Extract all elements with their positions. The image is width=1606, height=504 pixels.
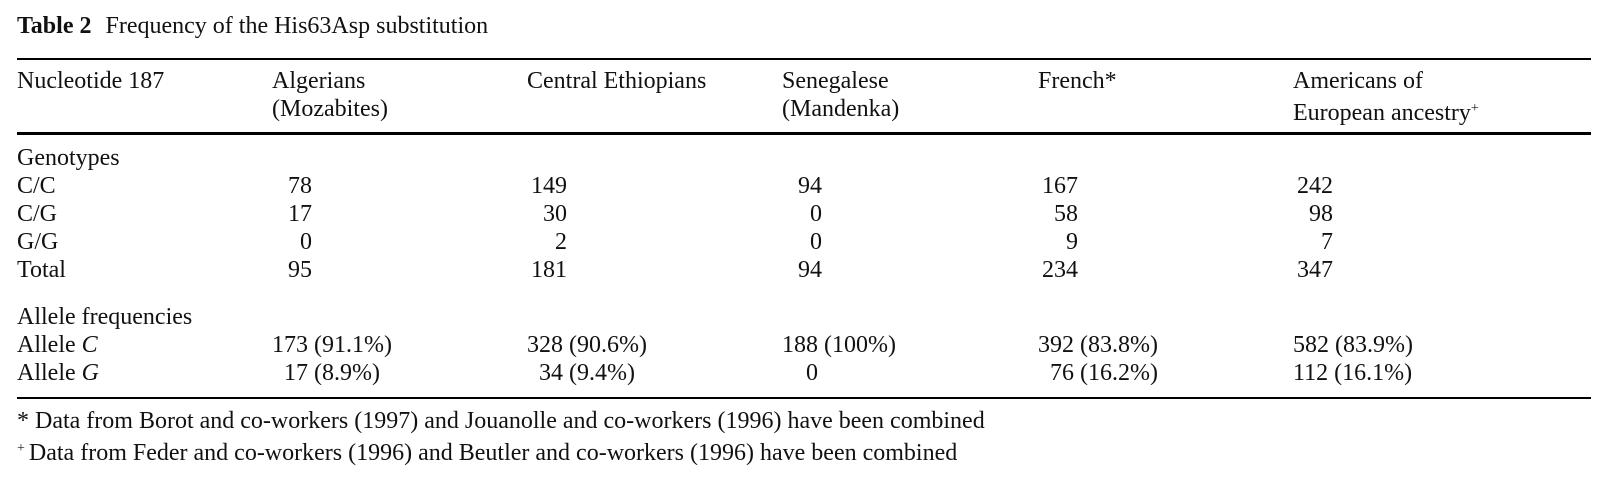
- table-cell: 94: [782, 172, 822, 200]
- header-line: (Mozabites): [272, 96, 388, 122]
- table-cell: 188 (100%): [782, 332, 896, 358]
- table-cell: 7: [1293, 228, 1333, 256]
- cell-value: 0: [300, 229, 312, 255]
- header-line: Central Ethiopians: [527, 68, 707, 94]
- row-label: Allele G: [17, 359, 99, 387]
- header-rule: [17, 132, 1591, 135]
- cell-value: 2: [555, 229, 567, 255]
- header-line: French*: [1038, 68, 1117, 94]
- table-cell: 0: [806, 360, 818, 386]
- cell-value: 167: [1042, 173, 1078, 199]
- cell-value: 17: [288, 201, 312, 227]
- footnote-text: Data from Borot and co-workers (1997) an…: [35, 408, 985, 434]
- table-cell: 0: [782, 200, 822, 228]
- cell-value: 181: [531, 257, 567, 283]
- header-line-text: European ancestry: [1293, 100, 1471, 126]
- footnote-mark: +: [1470, 101, 1479, 116]
- footnote-mark: *: [17, 408, 29, 434]
- row-label: Total: [17, 257, 66, 283]
- cell-value: 58: [1054, 201, 1078, 227]
- table-cell: 392 (83.8%): [1038, 332, 1158, 358]
- table-cell: 0: [782, 228, 822, 256]
- top-rule: [17, 58, 1591, 60]
- table-cell: 95: [272, 256, 312, 284]
- cell-value: 78: [288, 173, 312, 199]
- header-col-central-ethiopians: Central Ethiopians: [527, 67, 706, 95]
- table-cell: 34 (9.4%): [539, 360, 635, 386]
- table-cell: 98: [1293, 200, 1333, 228]
- table-cell: 78: [272, 172, 312, 200]
- row-label: Allele C: [17, 331, 98, 359]
- footnote: + Data from Feder and co-workers (1996) a…: [17, 435, 957, 467]
- header-stub: Nucleotide 187: [17, 68, 165, 94]
- cell-value: 9: [1066, 229, 1078, 255]
- row-label-prefix: Allele: [17, 360, 76, 386]
- header-line: European ancestry+: [1293, 95, 1479, 127]
- row-label-letter: G: [81, 360, 99, 386]
- row-label: C/C: [17, 173, 56, 199]
- bottom-rule: [17, 397, 1591, 399]
- table-cell: 112 (16.1%): [1293, 360, 1413, 386]
- cell-value: 347: [1297, 257, 1333, 283]
- table-cell: 58: [1038, 200, 1078, 228]
- table-cell: 167: [1038, 172, 1078, 200]
- cell-value: 30: [543, 201, 567, 227]
- table-cell: 173 (91.1%): [272, 332, 392, 358]
- table-cell: 181: [527, 256, 567, 284]
- table-label: Table 2: [17, 13, 92, 39]
- header-col-algerians: Algerians (Mozabites): [272, 67, 388, 123]
- table-cell: 0: [272, 228, 312, 256]
- table-cell: 2: [527, 228, 567, 256]
- table-cell: 149: [527, 172, 567, 200]
- cell-value: 7: [1321, 229, 1333, 255]
- row-label-letter: C: [81, 332, 98, 358]
- header-line: (Mandenka): [782, 96, 900, 122]
- section-label-allele-frequencies: Allele frequencies: [17, 304, 193, 330]
- footnote: * Data from Borot and co-workers (1997) …: [17, 407, 985, 435]
- table-cell: 17 (8.9%): [284, 360, 380, 386]
- cell-value: 149: [531, 173, 567, 199]
- table-cell: 94: [782, 256, 822, 284]
- table-cell: 17: [272, 200, 312, 228]
- header-line: Algerians: [272, 68, 366, 94]
- header-col-senegalese: Senegalese (Mandenka): [782, 67, 899, 123]
- header-col-americans: Americans of European ancestry+: [1293, 67, 1479, 127]
- table-title: Frequency of the His63Asp substitution: [105, 13, 489, 39]
- table-cell: 347: [1293, 256, 1333, 284]
- section-label-genotypes: Genotypes: [17, 145, 120, 171]
- footnote-mark: +: [17, 441, 25, 456]
- cell-value: 0: [810, 201, 822, 227]
- table-cell: 30: [527, 200, 567, 228]
- cell-value: 234: [1042, 257, 1078, 283]
- header-line: Senegalese: [782, 68, 889, 94]
- table-cell: 76 (16.2%): [1050, 360, 1158, 386]
- cell-value: 0: [810, 229, 822, 255]
- table-cell: 242: [1293, 172, 1333, 200]
- row-label: C/G: [17, 201, 58, 227]
- footnote-text: Data from Feder and co-workers (1996) an…: [28, 440, 958, 466]
- table-cell: 9: [1038, 228, 1078, 256]
- row-label: G/G: [17, 229, 59, 255]
- row-label-prefix: Allele: [17, 332, 76, 358]
- table-cell: 328 (90.6%): [527, 332, 647, 358]
- table-caption: Table 2 Frequency of the His63Asp substit…: [17, 13, 488, 40]
- cell-value: 94: [798, 173, 822, 199]
- table-cell: 582 (83.9%): [1293, 332, 1413, 358]
- table-cell: 234: [1038, 256, 1078, 284]
- cell-value: 94: [798, 257, 822, 283]
- header-col-french: French*: [1038, 67, 1117, 95]
- header-line: Americans of: [1293, 68, 1423, 94]
- cell-value: 98: [1309, 201, 1333, 227]
- cell-value: 242: [1297, 173, 1333, 199]
- cell-value: 95: [288, 257, 312, 283]
